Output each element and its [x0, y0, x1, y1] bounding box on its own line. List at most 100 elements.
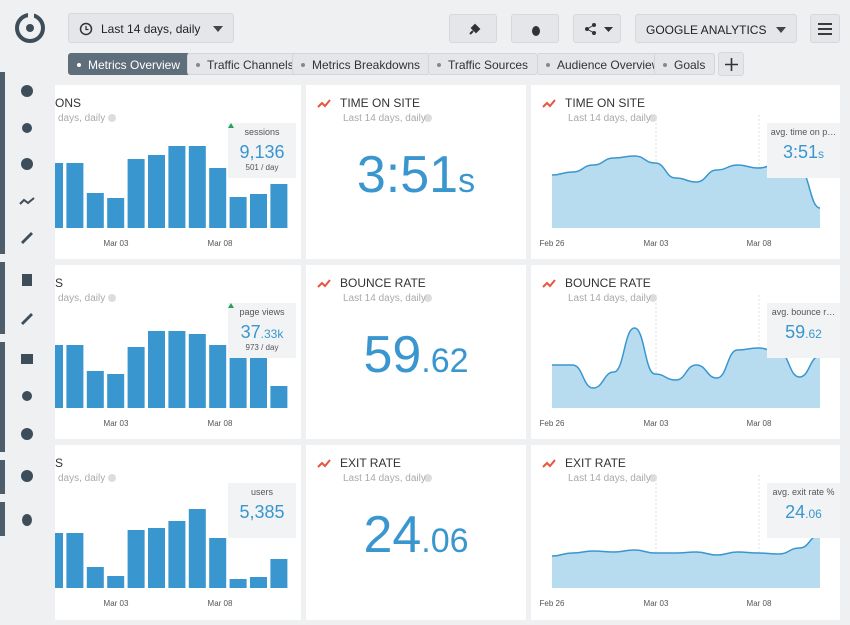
stat-change: 501 / day	[228, 123, 296, 172]
up-arrow	[228, 303, 234, 308]
bar	[86, 371, 104, 408]
data-source-dropdown[interactable]: GOOGLE ANALYTICS	[635, 14, 797, 43]
tab[interactable]: Audience Overview	[537, 53, 671, 75]
bar	[168, 146, 186, 228]
widget-card: EXIT RATE Last 14 days, daily 24.06	[306, 445, 526, 620]
widget-subtitle: days, daily	[58, 473, 106, 484]
value-main: 5,385	[239, 502, 285, 522]
debug-button[interactable]	[511, 14, 559, 43]
date-label: Mar 08	[207, 419, 233, 428]
bar	[66, 533, 84, 588]
sidebar-group	[0, 502, 5, 536]
widget-card: EXIT RATE Last 14 days, daily Feb 26 Mar 03…	[531, 445, 840, 620]
up-arrow-shape	[228, 123, 234, 128]
widget-title: EXIT RATE	[340, 456, 401, 470]
value-main: 3:51	[356, 146, 459, 204]
widget-chart	[55, 474, 288, 588]
stat-box: sessions 9,136 501 / day	[228, 123, 296, 178]
bar	[127, 530, 145, 588]
info-icon	[424, 294, 432, 302]
share-icon	[585, 23, 613, 35]
widget-subtitle: Last 14 days, daily	[343, 473, 426, 484]
date-range-text: Last 14 days, daily	[101, 22, 201, 36]
stat-change: 973 / day	[228, 303, 296, 352]
bar	[188, 509, 206, 588]
date-label: Feb 26	[539, 599, 565, 608]
info-icon	[108, 294, 116, 302]
stat-label: avg. bounce r…	[771, 307, 836, 317]
stat-box: avg. exit rate % 24.06	[767, 483, 840, 538]
bar	[270, 184, 288, 228]
bar	[148, 528, 165, 588]
menu-button[interactable]	[810, 14, 840, 43]
value-minor: .62	[421, 342, 469, 380]
bar	[107, 374, 125, 408]
plugin-button[interactable]	[449, 14, 497, 43]
sidebar-icons[interactable]	[14, 80, 40, 530]
tab[interactable]: Metrics Overview	[68, 53, 191, 75]
widget-chart	[317, 459, 432, 482]
area-fill	[552, 535, 820, 588]
tab[interactable]: Metrics Breakdowns	[292, 53, 431, 75]
sidebar-group	[0, 342, 5, 452]
stat-box: avg. time on p… 3:51s	[767, 123, 840, 178]
date-label: Mar 03	[643, 239, 669, 248]
big-number: 3:51s	[306, 145, 526, 205]
trend-icon	[542, 459, 556, 468]
widget-chart	[542, 459, 821, 588]
value-minor: .06	[805, 507, 822, 521]
add-tab-button[interactable]	[718, 52, 744, 76]
widget-card: BOUNCE RATE Last 14 days, daily 59.62	[306, 265, 526, 439]
date-label: Mar 03	[103, 239, 129, 248]
value-minor: .33k	[260, 327, 284, 341]
plug-icon	[469, 23, 481, 35]
trend-icon	[317, 459, 331, 468]
date-label: Mar 08	[746, 599, 772, 608]
hamburger-icon	[818, 23, 832, 35]
tab[interactable]: Traffic Channels	[187, 53, 304, 75]
widget-subtitle: Last 14 days, daily	[343, 113, 426, 124]
tab[interactable]: Goals	[654, 53, 716, 75]
date-label: Mar 03	[103, 599, 129, 608]
bar	[148, 155, 165, 228]
info-icon	[649, 474, 657, 482]
bar	[66, 345, 84, 408]
area-line	[551, 534, 821, 557]
stat-label: page views	[239, 307, 285, 317]
value-minor: s	[818, 147, 825, 161]
area-fill	[552, 156, 820, 228]
widget-subtitle: days, daily	[58, 113, 106, 124]
bar	[168, 521, 186, 588]
stat-change-text: 973 / day	[245, 343, 279, 352]
up-arrow-shape	[228, 303, 234, 308]
value-main: 37	[240, 322, 261, 342]
widget-title: BOUNCE RATE	[565, 276, 651, 290]
bar	[209, 168, 227, 228]
stat-label: avg. exit rate %	[772, 487, 835, 497]
widget-chart	[55, 114, 288, 228]
up-arrow	[228, 123, 234, 128]
value-main: 3:51	[782, 142, 819, 162]
bar	[66, 163, 84, 228]
value-minor: .06	[421, 522, 469, 560]
share-dropdown[interactable]	[573, 14, 621, 43]
info-icon	[108, 114, 116, 122]
logo[interactable]	[12, 12, 48, 48]
value-main: 9,136	[239, 142, 285, 162]
date-label: Mar 08	[207, 599, 233, 608]
value-minor: .62	[805, 327, 822, 341]
info-icon	[424, 114, 432, 122]
bar	[107, 198, 125, 228]
bar	[188, 146, 206, 228]
date-range-dropdown[interactable]: Last 14 days, daily	[68, 13, 234, 43]
widget-card: TIME ON SITE Last 14 days, daily 3:51s	[306, 85, 526, 259]
stat-value: 24.06	[767, 502, 840, 523]
widget-chart	[317, 99, 432, 122]
bar	[209, 345, 227, 408]
sidebar-group	[0, 262, 5, 334]
stat-label: users	[250, 487, 273, 497]
date-label: Mar 08	[746, 239, 772, 248]
tab[interactable]: Traffic Sources	[428, 53, 539, 75]
bar	[250, 194, 267, 228]
widget-subtitle: days, daily	[58, 293, 106, 304]
